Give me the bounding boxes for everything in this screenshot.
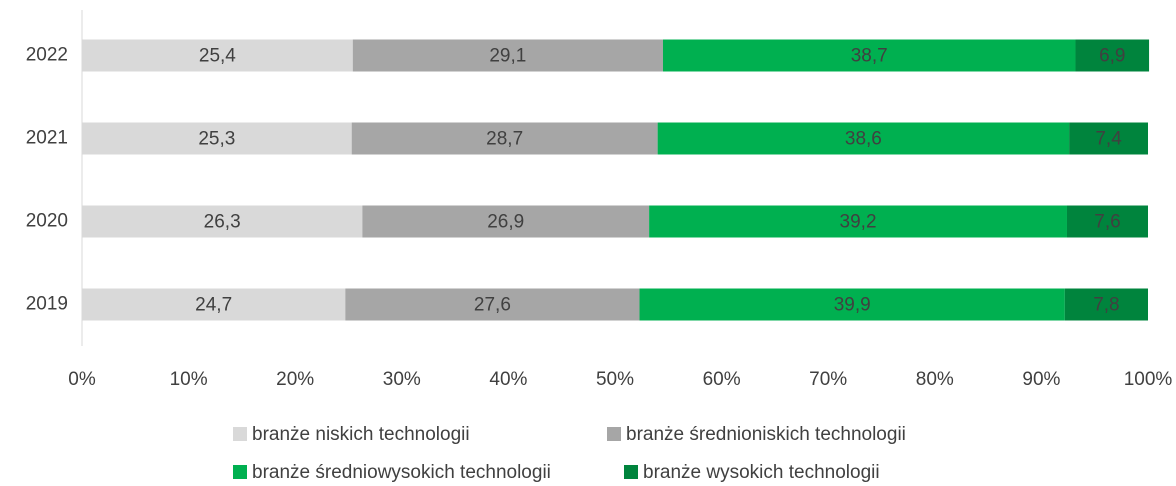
bar-segment xyxy=(82,39,353,72)
x-tick-label: 30% xyxy=(383,369,421,390)
legend-label: branże wysokich technologii xyxy=(643,462,880,483)
bar-segment xyxy=(352,39,663,72)
bar-segment xyxy=(362,205,650,238)
data-label: 25,4 xyxy=(199,46,236,67)
bar-segment xyxy=(649,205,1067,238)
y-tick-label: 2019 xyxy=(26,294,68,315)
x-tick-label: 90% xyxy=(1022,369,1060,390)
legend-swatch xyxy=(233,427,247,441)
x-tick-label: 10% xyxy=(170,369,208,390)
bar-segment xyxy=(82,288,346,321)
legend-label: branże średniowysokich technologii xyxy=(252,462,551,483)
legend-swatch xyxy=(233,465,247,479)
bar-segment xyxy=(1075,39,1150,72)
data-label: 39,2 xyxy=(840,212,877,233)
x-tick-label: 80% xyxy=(916,369,954,390)
legend-swatch xyxy=(607,427,621,441)
data-label: 38,7 xyxy=(851,46,888,67)
legend-swatch xyxy=(624,465,638,479)
x-tick-label: 100% xyxy=(1124,369,1173,390)
x-tick-label: 70% xyxy=(809,369,847,390)
bar-segment xyxy=(82,205,363,238)
data-label: 39,9 xyxy=(834,295,871,316)
bar-segment xyxy=(662,39,1076,72)
x-tick-label: 0% xyxy=(68,369,96,390)
bar-segment xyxy=(1066,205,1148,238)
y-tick-label: 2021 xyxy=(26,128,68,149)
bar-segment xyxy=(345,288,640,321)
bar-segment xyxy=(82,122,352,155)
y-tick-label: 2020 xyxy=(26,211,68,232)
legend-label: branże niskich technologii xyxy=(252,424,470,445)
bar-segment xyxy=(639,288,1065,321)
data-label: 7,8 xyxy=(1093,295,1119,316)
data-label: 38,6 xyxy=(845,129,882,150)
data-label: 7,6 xyxy=(1094,212,1120,233)
x-tick-label: 20% xyxy=(276,369,314,390)
bar-segment xyxy=(657,122,1070,155)
y-tick-label: 2022 xyxy=(26,45,68,66)
legend-label: branże średnioniskich technologii xyxy=(626,424,906,445)
data-label: 26,3 xyxy=(204,212,241,233)
data-label: 28,7 xyxy=(486,129,523,150)
bar-segment xyxy=(351,122,658,155)
data-label: 7,4 xyxy=(1095,129,1122,150)
bar-segment xyxy=(1069,122,1148,155)
x-tick-label: 50% xyxy=(596,369,634,390)
x-tick-label: 40% xyxy=(489,369,527,390)
x-tick-label: 60% xyxy=(703,369,741,390)
data-label: 29,1 xyxy=(489,46,526,67)
data-label: 6,9 xyxy=(1099,46,1125,67)
bar-segment xyxy=(1064,288,1148,321)
data-label: 27,6 xyxy=(474,295,511,316)
data-label: 24,7 xyxy=(195,295,232,316)
data-label: 25,3 xyxy=(198,129,235,150)
data-label: 26,9 xyxy=(487,212,524,233)
